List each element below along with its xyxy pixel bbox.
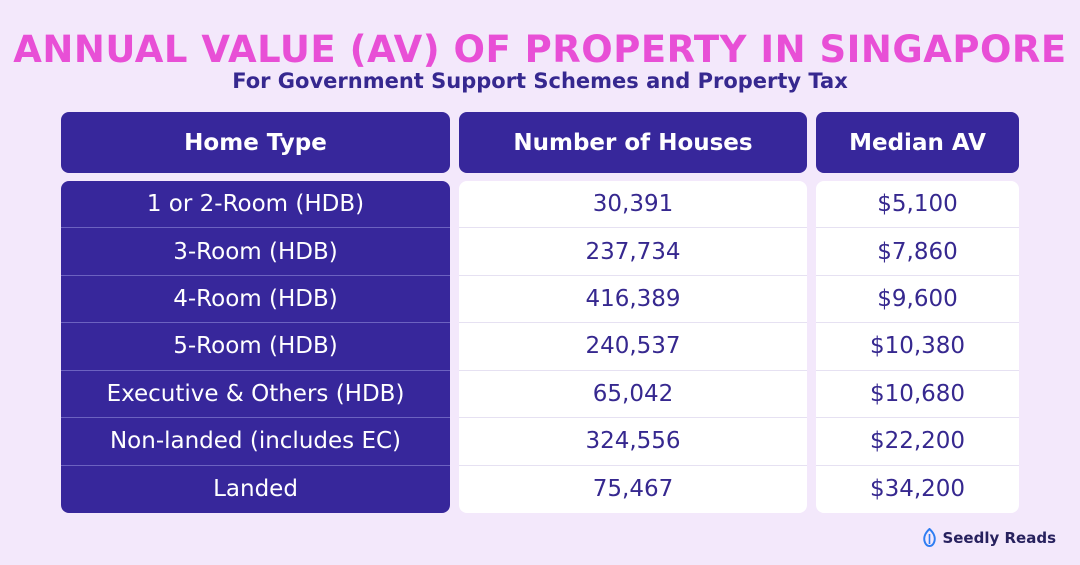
number-of-houses-cell: 324,556 (459, 418, 807, 466)
number-of-houses-cell: 240,537 (459, 323, 807, 371)
number-of-houses-column: 30,391 237,734 416,389 240,537 65,042 324,556… (459, 181, 807, 513)
home-type-cell: 1 or 2-Room (HDB) (61, 181, 450, 229)
home-type-cell: Executive & Others (HDB) (61, 371, 450, 419)
median-av-cell: $7,860 (816, 228, 1019, 276)
leaf-logo-icon (923, 528, 937, 547)
page-subtitle: For Government Support Schemes and Prope… (232, 69, 848, 93)
column-header-median-av: Median AV (816, 112, 1019, 173)
number-of-houses-cell: 237,734 (459, 228, 807, 276)
home-type-cell: 5-Room (HDB) (61, 323, 450, 371)
home-type-column: 1 or 2-Room (HDB) 3-Room (HDB) 4-Room (HDB… (61, 181, 450, 513)
median-av-column: $5,100 $7,860 $9,600 $10,380 $10,680 $22,200 $… (816, 181, 1019, 513)
number-of-houses-cell: 65,042 (459, 371, 807, 419)
number-of-houses-cell: 75,467 (592, 476, 674, 503)
median-av-cell: $22,200 (816, 418, 1019, 466)
number-of-houses-cell: 416,389 (459, 276, 807, 324)
brand-logo: Seedly Reads (922, 528, 1056, 547)
home-type-cell: Non-landed (includes EC) (61, 418, 450, 466)
median-av-cell: $10,680 (816, 371, 1019, 419)
median-av-cell: $9,600 (816, 276, 1019, 324)
home-type-cell: 4-Room (HDB) (61, 276, 450, 324)
median-av-cell: $34,200 (869, 476, 966, 503)
column-header-number-of-houses: Number of Houses (459, 112, 807, 173)
column-header-home-type: Home Type (61, 112, 450, 173)
home-type-cell: 3-Room (HDB) (61, 228, 450, 276)
median-av-cell: $5,100 (816, 181, 1019, 229)
page-title: ANNUAL VALUE (AV) OF PROPERTY IN SINGAPO… (13, 28, 1067, 71)
home-type-cell: Landed (213, 476, 298, 503)
median-av-cell: $10,380 (816, 323, 1019, 371)
number-of-houses-cell: 30,391 (459, 181, 807, 229)
brand-name: Seedly Reads (942, 528, 1056, 547)
